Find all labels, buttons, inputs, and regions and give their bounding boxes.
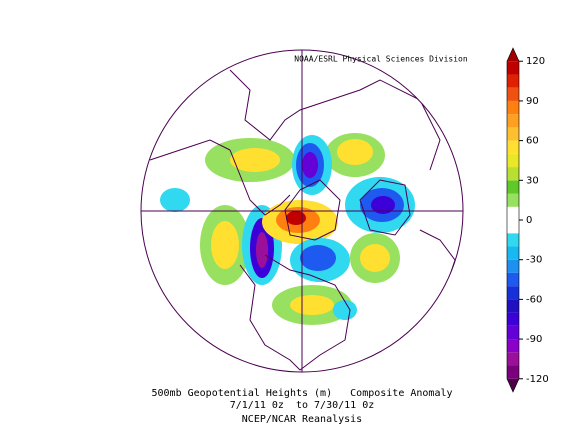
colorbar: 120 90 60 30 0 -30 -60 -90 -120 [506,47,549,393]
colorbar-band [507,74,519,88]
map-border [140,49,464,373]
colorbar-band [507,272,519,287]
colorbar-band [507,206,519,220]
colorbar-band [507,246,519,260]
colorbar-band [507,325,519,340]
colorbar-label: 30 [526,175,539,186]
colorbar-band [507,167,519,181]
colorbar-label: -120 [526,374,549,385]
colorbar-band [507,180,519,194]
colorbar-band [507,220,519,234]
colorbar-label: 60 [526,136,539,147]
colorbar-label: 0 [526,215,532,226]
colorbar-band [507,61,519,75]
colorbar-label: 120 [526,56,545,67]
colorbar-band [507,365,519,379]
colorbar-label: -30 [526,255,542,266]
colorbar-label: -60 [526,294,542,305]
colorbar-band [507,378,519,392]
colorbar-band [507,153,519,168]
colorbar-band [507,193,519,207]
anomaly-field [160,133,415,325]
colorbar-band [507,114,519,128]
colorbar-band [507,352,519,366]
caption: 500mb Geopotential Heights (m) Composite… [151,388,452,399]
colorbar-band [507,87,519,101]
colorbar-band [507,299,519,313]
colorbar-band [507,100,519,115]
caption: NCEP/NCAR Reanalysis [242,414,362,425]
colorbar-band [507,233,519,247]
colorbar-band [507,312,519,326]
colorbar-band [507,127,519,141]
colorbar-band [507,286,519,300]
credit: NOAA/ESRL Physical Sciences Division [294,55,468,64]
colorbar-band [507,48,519,62]
map [141,50,463,372]
colorbar-band [507,259,519,273]
colorbar-band [507,140,519,154]
colorbar-band [507,339,519,353]
colorbar-label: 90 [526,96,539,107]
caption: 7/1/11 0z to 7/30/11 0z [230,400,375,411]
colorbar-label: -90 [526,334,542,345]
